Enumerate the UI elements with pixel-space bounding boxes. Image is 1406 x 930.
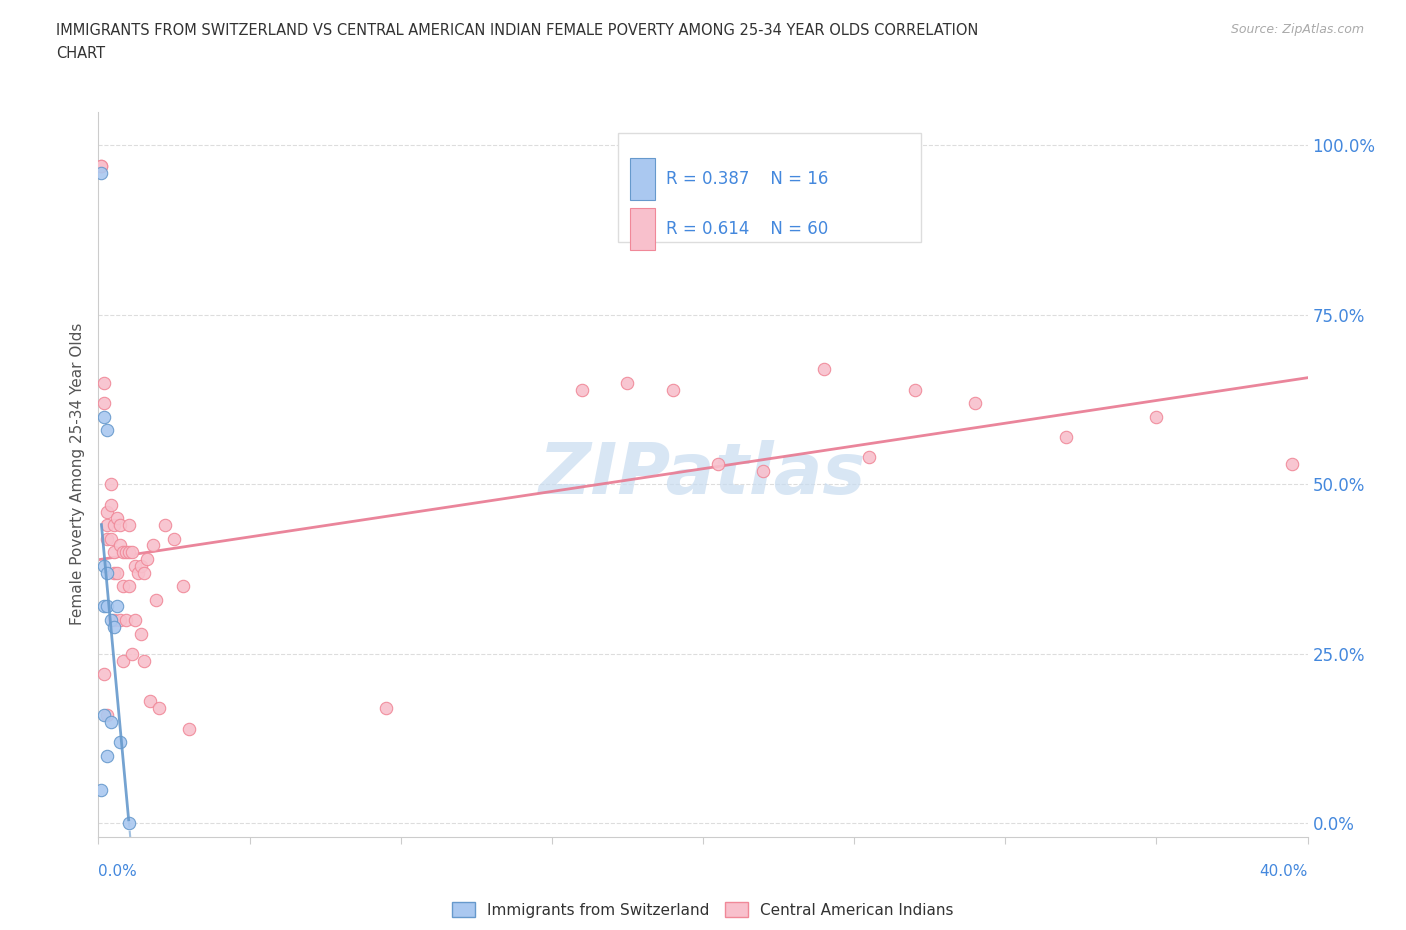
Point [103,613,125,628]
Point [124,558,146,573]
Text: R = 0.614    N = 60: R = 0.614 N = 60 [666,220,828,238]
Point [90,782,112,797]
Point [1281,457,1303,472]
Point [100,531,122,546]
Point [100,498,122,512]
Point [108,613,131,628]
Legend: Immigrants from Switzerland, Central American Indians: Immigrants from Switzerland, Central Ame… [446,896,960,923]
Point [90,158,112,173]
Point [904,382,927,397]
Point [121,545,143,560]
Point [93,599,115,614]
Point [118,518,141,533]
Point [108,518,131,533]
Point [118,816,141,830]
Point [142,538,165,553]
Text: ZIPatlas: ZIPatlas [540,440,866,509]
Point [103,545,125,560]
Point [111,653,134,668]
Point [571,382,593,397]
Point [108,538,131,553]
Point [105,599,128,614]
Point [118,578,141,593]
Point [93,667,115,682]
Point [100,714,122,729]
Point [96,749,118,764]
Point [132,565,155,580]
Point [96,599,118,614]
Text: CHART: CHART [56,46,105,60]
Point [118,545,141,560]
Point [108,735,131,750]
Point [616,376,638,391]
Point [93,708,115,723]
Point [105,511,128,525]
Point [96,504,118,519]
Point [145,592,167,607]
Point [90,166,112,180]
Point [90,158,112,173]
Point [114,545,136,560]
Point [124,613,146,628]
Point [93,376,115,391]
Point [103,619,125,634]
Point [135,551,157,566]
Point [965,395,987,410]
Point [813,362,835,377]
Text: 0.0%: 0.0% [98,864,138,879]
Point [103,518,125,533]
Text: R = 0.387    N = 16: R = 0.387 N = 16 [666,170,828,188]
Point [111,578,134,593]
Point [100,613,122,628]
Point [100,477,122,492]
Y-axis label: Female Poverty Among 25-34 Year Olds: Female Poverty Among 25-34 Year Olds [70,323,86,626]
Point [127,565,149,580]
Point [114,613,136,628]
Point [858,450,880,465]
Point [139,694,162,709]
Text: 40.0%: 40.0% [1260,864,1308,879]
Point [93,558,115,573]
Point [96,518,118,533]
Point [121,646,143,661]
Point [93,409,115,424]
Point [105,565,128,580]
Point [1054,430,1077,445]
Point [111,545,134,560]
Point [374,700,396,715]
Point [148,700,170,715]
Point [96,531,118,546]
Point [129,626,152,641]
Point [103,565,125,580]
Point [752,463,775,478]
Point [132,653,155,668]
Point [163,531,186,546]
Point [179,721,201,736]
Point [153,518,176,533]
Point [93,395,115,410]
Point [1144,409,1167,424]
Point [96,708,118,723]
Point [662,382,685,397]
Point [707,457,730,472]
Point [96,423,118,438]
Point [172,578,194,593]
Text: Source: ZipAtlas.com: Source: ZipAtlas.com [1230,23,1364,36]
Text: IMMIGRANTS FROM SWITZERLAND VS CENTRAL AMERICAN INDIAN FEMALE POVERTY AMONG 25-3: IMMIGRANTS FROM SWITZERLAND VS CENTRAL A… [56,23,979,38]
Point [96,565,118,580]
Point [129,558,152,573]
